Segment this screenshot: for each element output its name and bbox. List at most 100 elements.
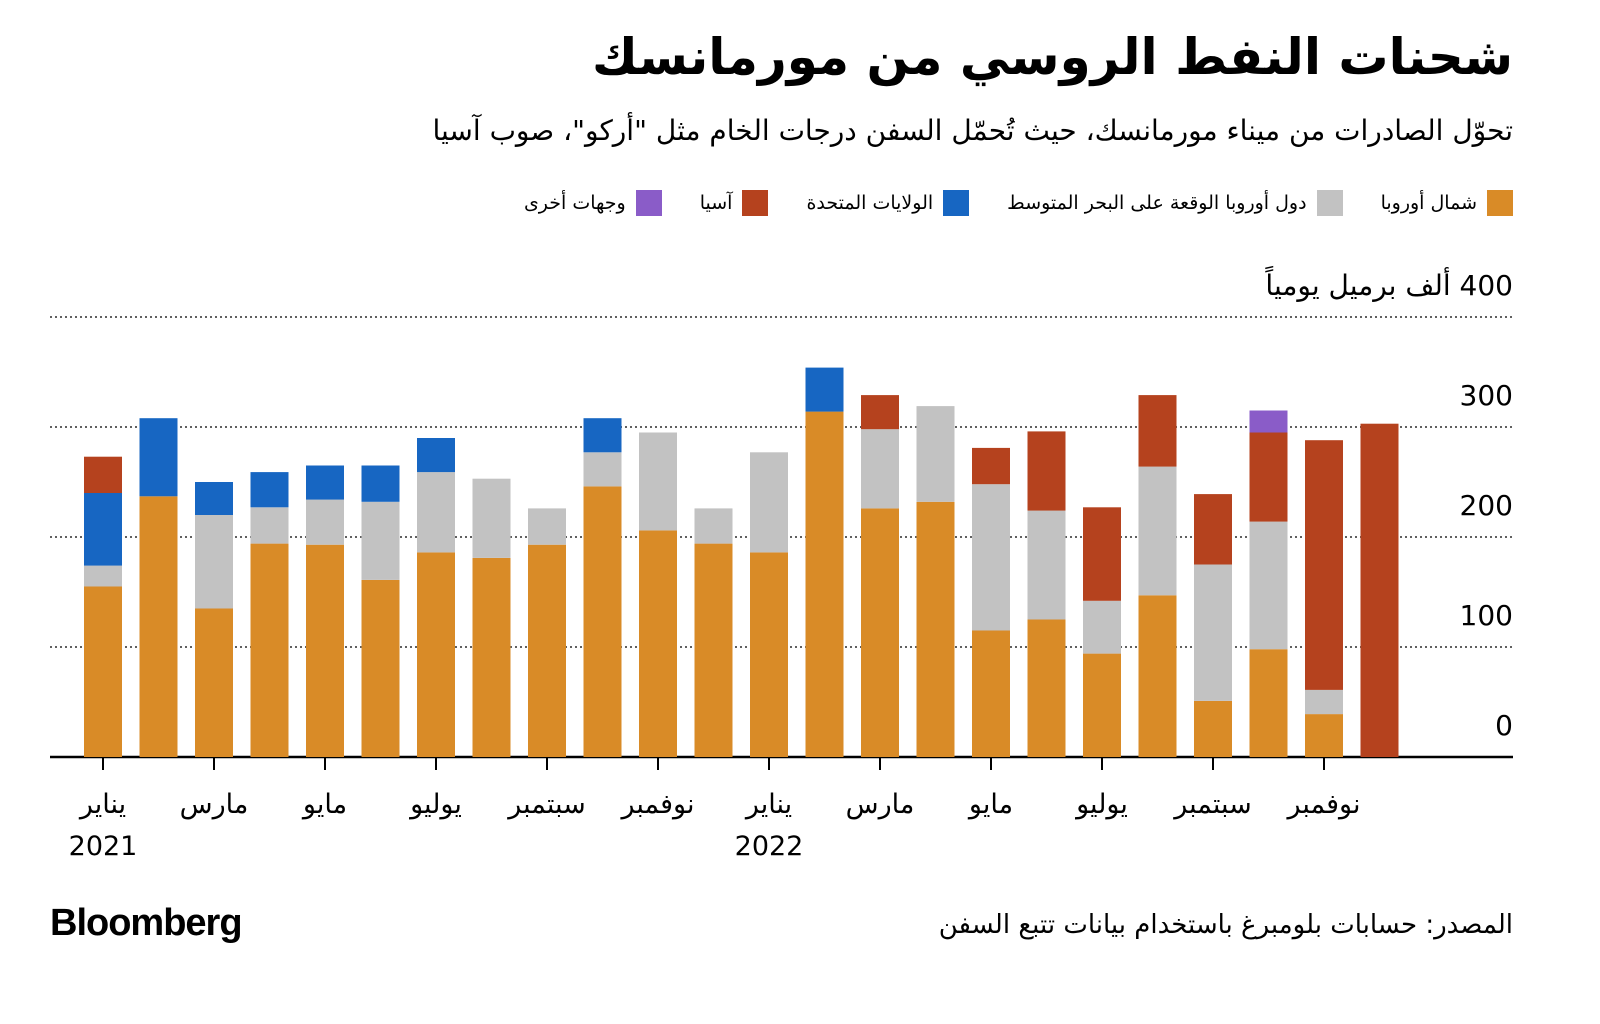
legend-swatch	[1487, 190, 1513, 216]
bar-segment	[84, 493, 122, 566]
y-tick-label: 0	[1495, 709, 1513, 742]
legend-item: الولايات المتحدة	[806, 190, 970, 216]
bar-segment	[861, 508, 899, 757]
y-tick-label: 400 ألف برميل يومياً	[1265, 265, 1513, 302]
bar-segment	[250, 507, 289, 544]
bar-segment	[750, 452, 788, 553]
bar-segment	[694, 543, 733, 757]
legend: شمال أوروبا دول أوروبا الوقعة على البحر ا…	[524, 190, 1513, 216]
bar-segment	[1249, 410, 1288, 433]
legend-swatch	[943, 190, 970, 216]
bar-segment	[195, 482, 233, 515]
bar-segment	[1138, 395, 1177, 467]
bar-segment	[84, 456, 122, 493]
bar-segment	[1305, 714, 1343, 757]
bar-segment	[84, 586, 122, 757]
bar-segment	[972, 484, 1010, 631]
bar-segment	[139, 418, 178, 497]
bar-segment	[1138, 466, 1177, 596]
bar-segment	[583, 486, 622, 757]
bar-segment	[195, 515, 233, 609]
chart-title: شحنات النفط الروسي من مورمانسك	[592, 28, 1513, 86]
bar-segment	[361, 501, 400, 580]
legend-item: آسيا	[700, 190, 769, 216]
bar-segment	[1305, 689, 1343, 715]
bar-segment	[861, 395, 899, 430]
legend-label: الولايات المتحدة	[806, 192, 934, 214]
x-tick-label: مارس	[180, 789, 249, 820]
x-tick-label: يوليو	[1074, 789, 1128, 820]
brand-logo: Bloomberg	[50, 902, 243, 944]
bar-segment	[972, 630, 1010, 757]
bar-segment	[916, 501, 955, 757]
bar-segment	[250, 472, 289, 508]
bar-segment	[306, 544, 344, 757]
bar-segment	[1083, 653, 1121, 757]
bar-segment	[1027, 619, 1066, 757]
legend-swatch	[1316, 190, 1343, 216]
x-tick-label: نوفمبر	[1285, 789, 1360, 820]
y-tick-label: 300	[1460, 379, 1513, 412]
x-tick-label: سبتمبر	[1172, 789, 1252, 820]
bar-segment	[195, 608, 233, 757]
bar-segment	[306, 465, 344, 500]
chart-subtitle: تحوّل الصادرات من ميناء مورمانسك، حيث تُ…	[432, 114, 1513, 147]
bar-segment	[1138, 595, 1177, 757]
bar-segment	[805, 367, 844, 412]
legend-item: شمال أوروبا	[1381, 190, 1513, 216]
bar-segment	[306, 499, 344, 545]
source-note: المصدر: حسابات بلومبرغ باستخدام بيانات ت…	[938, 910, 1513, 940]
x-tick-label: يناير 2022	[735, 789, 804, 862]
bar-segment	[805, 411, 844, 757]
x-tick-label: مارس	[846, 789, 915, 820]
bar-segment	[472, 557, 511, 757]
bar-segment	[1027, 431, 1066, 511]
legend-label: آسيا	[699, 192, 733, 214]
bar-segment	[361, 579, 400, 757]
x-tick-label: يناير 2021	[69, 789, 138, 862]
x-tick-label: نوفمبر	[619, 789, 694, 820]
legend-swatch	[635, 190, 662, 216]
bar-segment	[1194, 494, 1232, 565]
bar-segment	[417, 552, 455, 757]
bar-segment	[139, 496, 178, 757]
bar-segment	[1249, 649, 1288, 757]
bar-segment	[972, 447, 1010, 485]
bar-segment	[1249, 432, 1288, 522]
bar-segment	[639, 432, 677, 531]
bar-segment	[750, 552, 788, 757]
legend-item: وجهات أخرى	[524, 190, 662, 216]
bar-segment	[417, 438, 455, 473]
y-tick-label: 200	[1460, 489, 1513, 522]
bar-segment	[639, 530, 677, 757]
bar-segment	[583, 418, 622, 453]
bar-segment	[1083, 600, 1121, 654]
bar-segment	[694, 508, 733, 544]
x-tick-label: مايو	[301, 789, 347, 820]
bar-segment	[583, 452, 622, 487]
bar-segment	[916, 406, 955, 502]
bar-segment	[528, 544, 566, 757]
bar-segment	[1027, 510, 1066, 620]
bar-segment	[1249, 521, 1288, 650]
bar-segment	[361, 465, 400, 502]
legend-label: دول أوروبا الوقعة على البحر المتوسط	[1007, 192, 1307, 214]
legend-label: وجهات أخرى	[523, 192, 626, 214]
bar-segment	[861, 429, 899, 509]
x-tick-label: سبتمبر	[506, 789, 586, 820]
bar-segment	[472, 478, 511, 558]
bar-segment	[250, 543, 289, 757]
bar-segment	[1305, 440, 1343, 690]
legend-swatch	[742, 190, 769, 216]
x-tick-label: يوليو	[408, 789, 462, 820]
bar-segment	[1194, 700, 1232, 757]
bar-segment	[1083, 507, 1121, 601]
bar-segment	[1360, 423, 1399, 757]
bar-segment	[84, 565, 122, 587]
legend-item: دول أوروبا الوقعة على البحر المتوسط	[1007, 190, 1343, 216]
x-tick-label: مايو	[967, 789, 1013, 820]
bar-segment	[528, 508, 566, 545]
bar-segment	[417, 472, 455, 553]
